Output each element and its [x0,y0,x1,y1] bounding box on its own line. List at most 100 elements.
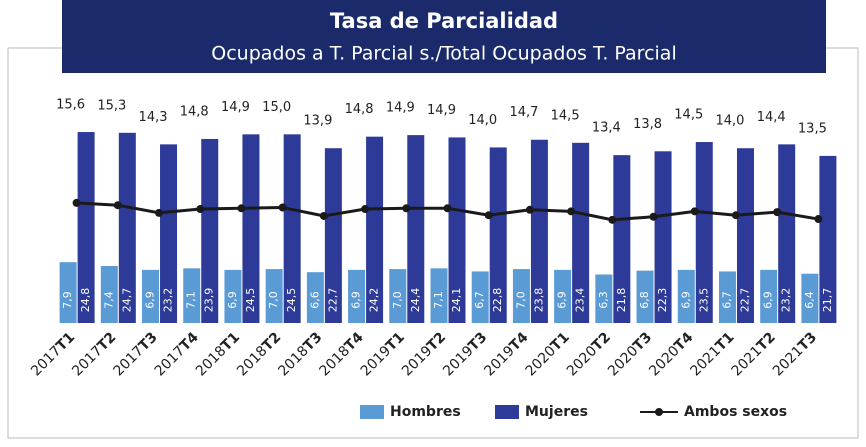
bar-value-label: 6,9 [144,291,157,309]
bar [512,269,530,323]
line-value-label: 14,5 [674,108,703,123]
line-point [773,208,782,217]
line-point [731,211,740,220]
bar-value-label: 24,1 [450,288,463,313]
bar [118,132,136,323]
x-tick-label: 2018T2 [234,329,284,379]
bar-value-label: 6,9 [762,291,775,309]
bar-value-label: 7,1 [185,291,198,309]
bar [100,266,118,323]
bar-value-label: 7,0 [391,291,404,309]
bar [224,269,242,323]
x-tick-label: 2019T1 [358,329,408,379]
line-point [196,205,205,214]
line-point [237,204,246,213]
x-tick-label: 2019T2 [399,329,449,379]
bar-value-label: 6,9 [226,291,239,309]
bar [489,147,507,323]
bar [677,269,695,323]
frame [7,47,859,439]
bar-value-label: 24,7 [120,288,133,313]
line-value-label: 14,9 [221,100,250,115]
line-value-label: 14,4 [757,110,786,125]
line-value-label: 13,8 [633,117,662,132]
bar [801,273,819,323]
line-point [155,208,164,217]
bar-value-label: 23,2 [162,288,175,313]
bar-value-label: 23,4 [574,288,587,313]
x-tick-label: 2017T1 [28,329,78,379]
line-value-label: 13,9 [303,114,332,129]
bar-value-label: 22,8 [491,288,504,313]
bar [430,268,448,323]
bar [819,155,837,323]
line-value-label: 13,4 [592,121,621,136]
x-tick-label: 2020T3 [605,329,655,379]
line-point [484,211,493,220]
x-tick-label: 2017T4 [152,329,202,379]
bar-value-label: 6,7 [473,291,486,309]
bar [160,144,178,323]
line-point [361,205,370,214]
bar [77,132,95,323]
line-point [567,207,576,216]
x-tick-label: 2021T1 [687,329,737,379]
x-tick-label: 2018T3 [275,329,325,379]
bar [183,268,201,323]
bar-value-label: 6,4 [803,291,816,309]
line-point [814,215,823,224]
line-point [72,198,81,207]
bar [324,148,342,323]
bar [265,269,283,323]
bar [778,144,796,323]
bar [613,155,631,323]
bar-value-label: 23,5 [697,288,710,313]
legend-point [655,408,663,416]
bar [554,269,572,323]
bar-value-label: 6,7 [720,291,733,309]
x-tick-label: 2017T3 [111,329,161,379]
bar-value-label: 22,7 [326,288,339,313]
bar-value-label: 24,2 [368,288,381,313]
line-point [649,212,658,221]
bar [142,269,160,323]
line-point [690,207,699,216]
bar-value-label: 21,8 [615,288,628,313]
line-value-label: 14,0 [468,113,497,128]
bar-value-label: 7,0 [267,291,280,309]
x-tick-label: 2021T3 [770,329,820,379]
bar [760,269,778,323]
bar [636,270,654,323]
x-tick-label: 2018T4 [317,329,367,379]
bar [242,134,260,323]
bar-value-label: 6,9 [679,291,692,309]
line-point [278,203,287,212]
bar-value-label: 23,9 [203,288,216,313]
title-box [62,0,826,73]
legend-label: Ambos sexos [684,404,787,420]
bar [283,134,301,323]
bar-value-label: 6,9 [350,291,363,309]
line-point [319,211,328,220]
line-point [608,215,617,224]
line-value-label: 14,9 [427,103,456,118]
legend-label: Mujeres [525,404,588,420]
bar [201,138,219,323]
bar [530,139,548,323]
x-tick-label: 2020T2 [564,329,614,379]
legend-swatch [495,405,519,419]
bar [718,271,736,323]
bar [736,148,754,323]
line-point [402,204,411,213]
chart-subtitle: Ocupados a T. Parcial s./Total Ocupados … [211,43,676,65]
line-point [443,204,452,213]
bar [654,151,672,323]
x-tick-label: 2017T2 [69,329,119,379]
bar-value-label: 22,3 [656,288,669,313]
bar [59,262,77,323]
x-tick-label: 2019T4 [481,329,531,379]
chart-title: Tasa de Parcialidad [330,9,558,33]
bar-value-label: 7,4 [102,291,115,309]
bar [306,272,324,323]
x-tick-label: 2019T3 [440,329,490,379]
